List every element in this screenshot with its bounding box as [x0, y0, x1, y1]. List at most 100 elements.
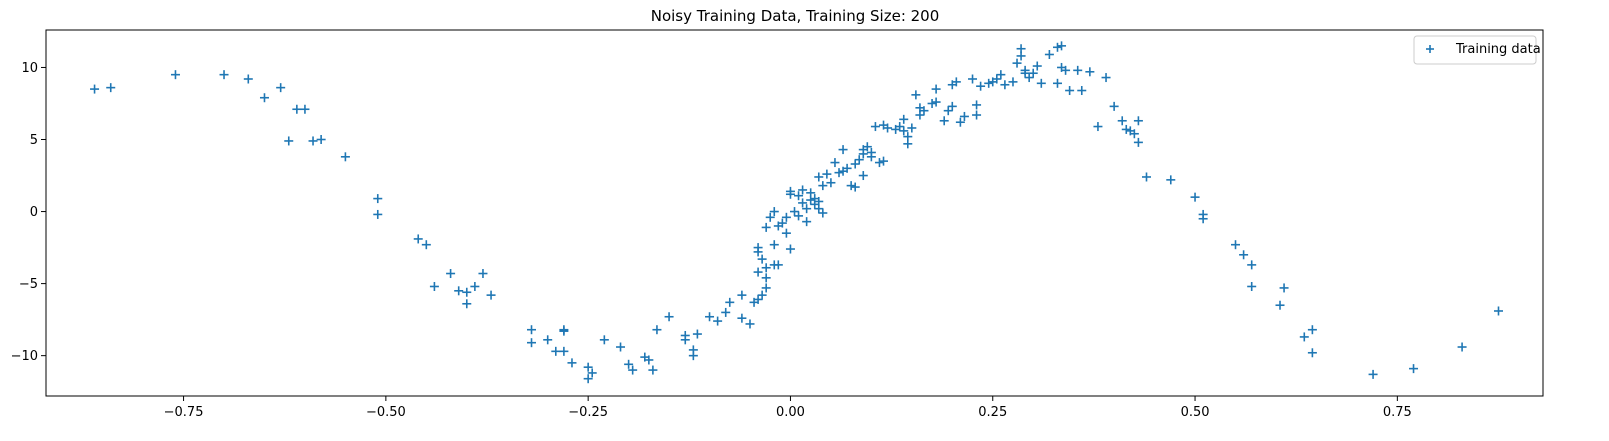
data-point [421, 240, 431, 250]
data-point [911, 90, 921, 100]
data-point [785, 244, 795, 254]
data-point [664, 312, 674, 322]
data-point [316, 135, 326, 145]
data-point [745, 319, 755, 329]
data-point [644, 355, 654, 365]
data-point [1121, 124, 1131, 134]
data-point [1101, 73, 1111, 83]
data-point [705, 312, 715, 322]
data-point [785, 189, 795, 199]
legend-label: Training data [1455, 42, 1541, 57]
data-point [1368, 369, 1378, 379]
data-point [996, 70, 1006, 80]
data-point [781, 228, 791, 238]
data-point [543, 335, 553, 345]
data-point [984, 78, 994, 88]
data-point [806, 188, 816, 198]
x-tick-label: −0.75 [164, 405, 204, 420]
data-point [692, 329, 702, 339]
data-point [567, 358, 577, 368]
data-point [968, 74, 978, 84]
data-point [769, 240, 779, 250]
data-point [300, 104, 310, 114]
data-point [761, 222, 771, 232]
data-point [1166, 175, 1176, 185]
data-point [951, 77, 961, 87]
data-point [583, 362, 593, 372]
data-point [243, 74, 253, 84]
y-tick-label: 10 [21, 61, 38, 76]
data-point [1409, 364, 1419, 374]
data-point [761, 273, 771, 283]
data-point [753, 294, 763, 304]
data-point [834, 168, 844, 178]
data-point [915, 110, 925, 120]
data-point [1028, 68, 1038, 78]
data-point [429, 281, 439, 291]
data-point [858, 171, 868, 181]
data-point [862, 142, 872, 152]
data-point [773, 260, 783, 270]
data-point [1085, 67, 1095, 77]
data-point [1044, 49, 1054, 59]
data-point [854, 155, 864, 165]
data-point [1000, 80, 1010, 90]
data-point [931, 97, 941, 107]
data-point [276, 83, 286, 93]
data-point [680, 330, 690, 340]
data-point [446, 269, 456, 279]
data-point [753, 243, 763, 253]
data-points [90, 41, 1503, 384]
data-point [308, 136, 318, 146]
data-point [798, 185, 808, 195]
data-point [170, 70, 180, 80]
data-point [850, 182, 860, 192]
data-point [652, 325, 662, 335]
data-point [830, 158, 840, 168]
data-point [106, 83, 116, 93]
data-point [972, 100, 982, 110]
data-point [340, 152, 350, 162]
data-point [899, 126, 909, 136]
data-point [959, 111, 969, 121]
data-point [814, 172, 824, 182]
data-point [818, 208, 828, 218]
legend-marker-plus-icon [1426, 45, 1434, 53]
data-point [992, 74, 1002, 84]
data-point [1077, 86, 1087, 96]
data-point [927, 98, 937, 108]
x-tick-label: −0.50 [366, 405, 406, 420]
data-point [1052, 42, 1062, 52]
data-point [1275, 300, 1285, 310]
data-point [794, 191, 804, 201]
data-point [219, 70, 229, 80]
x-tick-label: −0.25 [568, 405, 608, 420]
data-point [1307, 325, 1317, 335]
data-point [559, 326, 569, 336]
data-point [454, 286, 464, 296]
data-point [1073, 65, 1083, 75]
data-point [725, 297, 735, 307]
data-point [478, 269, 488, 279]
data-point [802, 204, 812, 214]
legend-box [1413, 35, 1537, 65]
data-point [947, 101, 957, 111]
data-point [1231, 240, 1241, 250]
data-point [1065, 86, 1075, 96]
data-point [757, 254, 767, 264]
data-point [259, 93, 269, 103]
data-point [899, 114, 909, 124]
data-point [1012, 58, 1022, 68]
y-tick-label: −5 [19, 277, 38, 292]
data-point [1279, 283, 1289, 293]
data-point [919, 106, 929, 116]
plot-area-frame [45, 29, 1544, 397]
data-point [842, 163, 852, 173]
data-point [955, 117, 965, 127]
data-point [1024, 73, 1034, 83]
data-point [616, 342, 626, 352]
data-point [462, 299, 472, 309]
data-point [972, 110, 982, 120]
data-point [284, 136, 294, 146]
data-point [895, 122, 905, 132]
